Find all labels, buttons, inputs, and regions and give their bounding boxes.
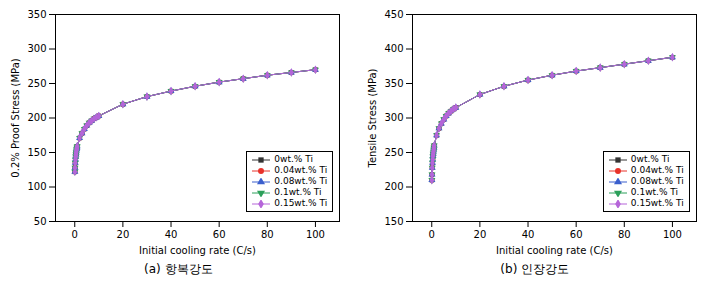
- html-text:0.08wt.% Ti: 0.08wt.% Ti: [630, 176, 684, 186]
- svg-text:250: 250: [28, 78, 47, 89]
- html-text:0wt.% Ti: 0wt.% Ti: [630, 154, 670, 164]
- svg-text:100: 100: [663, 229, 682, 240]
- html-text:0.15wt.% Ti: 0.15wt.% Ti: [630, 198, 684, 208]
- svg-text:60: 60: [570, 229, 583, 240]
- svg-text:20: 20: [473, 229, 486, 240]
- svg-text:0.2% Proof Stress (MPa): 0.2% Proof Stress (MPa): [10, 58, 21, 177]
- svg-text:40: 40: [165, 229, 178, 240]
- svg-text:Initial cooling rate (C/s): Initial cooling rate (C/s): [139, 245, 256, 256]
- svg-text:0: 0: [428, 229, 434, 240]
- html-text:0.08wt.% Ti: 0.08wt.% Ti: [274, 176, 328, 186]
- svg-text:200: 200: [384, 181, 403, 192]
- svg-text:50: 50: [34, 216, 47, 227]
- html-text:(b) 인장강도: (b) 인장강도: [500, 262, 570, 276]
- svg-text:100: 100: [28, 181, 47, 192]
- svg-text:Initial cooling rate (C/s): Initial cooling rate (C/s): [496, 245, 613, 256]
- html-text:0.04wt.% Ti: 0.04wt.% Ti: [630, 165, 684, 175]
- svg-text:Tensile Stress (MPa): Tensile Stress (MPa): [366, 68, 377, 168]
- html-text:0wt.% Ti: 0wt.% Ti: [274, 154, 313, 164]
- html-text:0.1wt.% Ti: 0.1wt.% Ti: [630, 187, 678, 197]
- svg-text:40: 40: [521, 229, 534, 240]
- svg-text:350: 350: [384, 78, 403, 89]
- html-text:(a) 항복강도: (a) 항복강도: [144, 262, 213, 276]
- svg-text:300: 300: [28, 43, 47, 54]
- svg-text:450: 450: [384, 9, 403, 20]
- svg-text:80: 80: [618, 229, 631, 240]
- html-text:0.1wt.% Ti: 0.1wt.% Ti: [274, 187, 322, 197]
- html-text:0.04wt.% Ti: 0.04wt.% Ti: [274, 165, 328, 175]
- svg-text:100: 100: [306, 229, 325, 240]
- html-text:0.15wt.% Ti: 0.15wt.% Ti: [274, 198, 328, 208]
- svg-text:400: 400: [384, 43, 403, 54]
- svg-text:60: 60: [213, 229, 226, 240]
- svg-text:150: 150: [384, 216, 403, 227]
- svg-text:20: 20: [117, 229, 130, 240]
- svg-text:200: 200: [28, 112, 47, 123]
- svg-text:0: 0: [72, 229, 78, 240]
- svg-text:300: 300: [384, 112, 403, 123]
- svg-text:150: 150: [28, 147, 47, 158]
- svg-text:350: 350: [28, 9, 47, 20]
- svg-text:80: 80: [261, 229, 274, 240]
- svg-text:250: 250: [384, 147, 403, 158]
